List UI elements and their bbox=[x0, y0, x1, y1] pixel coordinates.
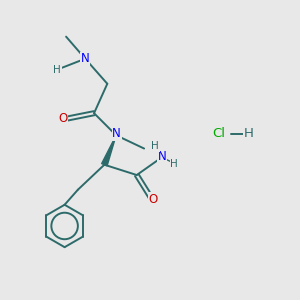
Text: H: H bbox=[244, 127, 254, 140]
Text: O: O bbox=[148, 193, 158, 206]
Text: H: H bbox=[170, 159, 178, 169]
Polygon shape bbox=[102, 135, 116, 166]
Text: N: N bbox=[158, 150, 166, 163]
Text: H: H bbox=[53, 65, 61, 76]
Text: N: N bbox=[81, 52, 90, 65]
Text: O: O bbox=[58, 112, 68, 125]
Text: Cl: Cl bbox=[213, 127, 226, 140]
Text: N: N bbox=[112, 127, 121, 140]
Text: H: H bbox=[152, 141, 159, 151]
